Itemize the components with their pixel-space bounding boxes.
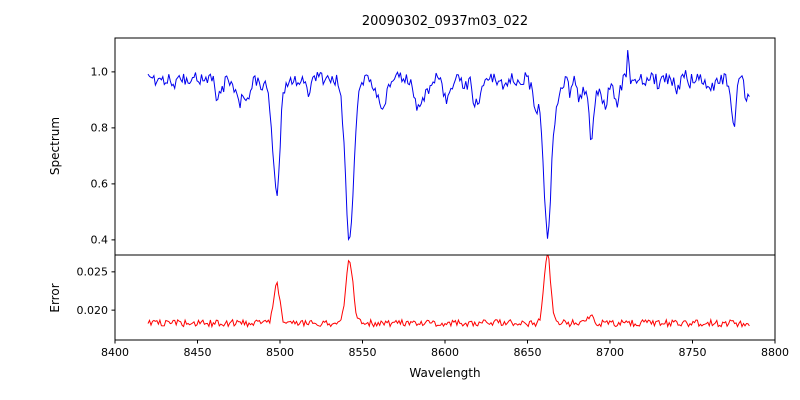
- error-line: [147, 255, 750, 329]
- x-tick-label: 8750: [679, 346, 707, 359]
- y-tick-label: 1.0: [91, 66, 109, 79]
- y-tick-label: 0.025: [77, 266, 109, 279]
- y-tick-label: 0.8: [91, 122, 109, 135]
- x-tick-label: 8800: [761, 346, 789, 359]
- x-tick-label: 8700: [596, 346, 624, 359]
- x-tick-label: 8500: [266, 346, 294, 359]
- x-tick-label: 8450: [184, 346, 212, 359]
- chart-title: 20090302_0937m03_022: [361, 14, 529, 29]
- y-tick-label: 0.6: [91, 178, 109, 191]
- x-tick-label: 8650: [514, 346, 542, 359]
- x-tick-label: 8400: [101, 346, 129, 359]
- y-tick-label: 0.020: [77, 304, 109, 317]
- spectrum-panel-border: [114, 37, 776, 256]
- error-panel-border: [114, 254, 776, 341]
- y-tick-label: 0.4: [91, 234, 109, 247]
- x-tick-label: 8550: [349, 346, 377, 359]
- spectrum-line: [147, 50, 750, 241]
- x-tick-label: 8600: [431, 346, 459, 359]
- x-axis-label: Wavelength: [409, 366, 481, 380]
